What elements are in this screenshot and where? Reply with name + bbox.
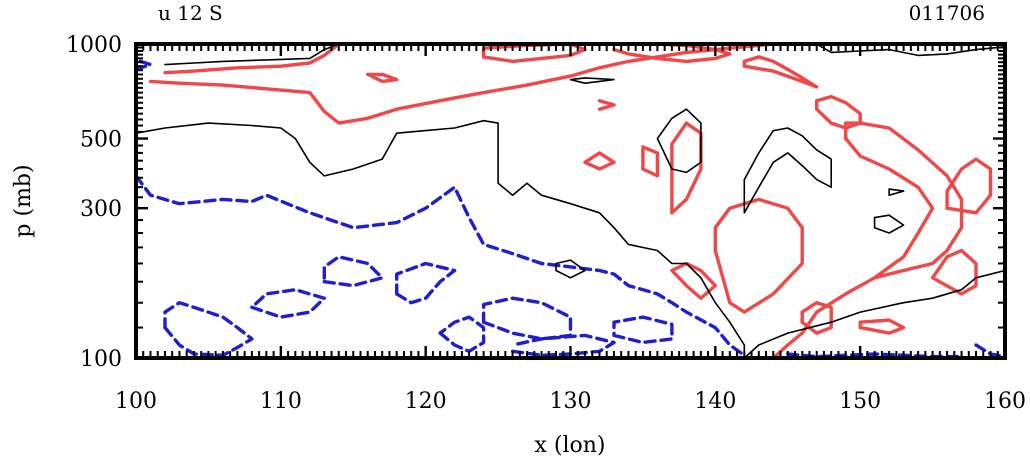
y-axis-label: p (mb) xyxy=(11,164,36,237)
contour-line-0-2 xyxy=(250,288,326,319)
contour-line-1-14 xyxy=(930,248,978,296)
title-right: 011706 xyxy=(909,1,985,25)
contour-line-1-12 xyxy=(800,301,833,335)
contour-line-0-1 xyxy=(163,301,254,357)
x-tick-label: 140 xyxy=(694,389,736,414)
y-tick-labels: 100 300 500 1000 xyxy=(66,33,122,372)
contour-line-1-2 xyxy=(366,72,399,84)
contour-line-2-1 xyxy=(743,269,1006,359)
x-tick-label: 110 xyxy=(260,389,302,414)
contour-line-2-7 xyxy=(888,188,905,196)
y-tick-label: 100 xyxy=(80,347,122,372)
contour-line-1-7 xyxy=(670,261,717,300)
contour-line-1-6 xyxy=(713,197,804,314)
x-tick-label: 100 xyxy=(115,389,157,414)
contour-line-1-16 xyxy=(815,94,862,130)
x-tick-label: 160 xyxy=(984,389,1026,414)
contour-line-2-5 xyxy=(656,108,702,174)
contour-line-1-4 xyxy=(612,42,732,64)
title-left: u 12 S xyxy=(158,1,223,25)
y-tick-label: 500 xyxy=(80,128,122,153)
contour-line-0-8 xyxy=(612,315,674,345)
contour-line-0-3 xyxy=(322,255,384,288)
contour-line-0-0 xyxy=(134,174,746,357)
x-tick-label: 130 xyxy=(550,389,592,414)
plot-frame xyxy=(134,42,1007,360)
contour-line-1-10 xyxy=(583,151,616,171)
x-tick-label: 120 xyxy=(405,389,447,414)
contour-line-0-7 xyxy=(510,333,616,357)
contour-line-1-5 xyxy=(742,55,819,89)
contour-line-2-8 xyxy=(569,77,615,84)
x-tick-label: 150 xyxy=(839,389,881,414)
x-axis-label: x (lon) xyxy=(534,433,605,458)
contour-lines xyxy=(134,42,1007,360)
y-tick-label: 1000 xyxy=(66,33,122,58)
contour-line-0-5 xyxy=(438,315,486,353)
contour-line-2-4 xyxy=(743,127,832,214)
contour-line-2-9 xyxy=(815,43,1006,57)
contour-line-1-9 xyxy=(641,145,660,178)
contour-line-1-17 xyxy=(597,99,616,111)
contour-line-1-11 xyxy=(771,121,964,360)
contour-line-1-8 xyxy=(670,121,703,215)
contour-line-2-3 xyxy=(555,259,586,279)
contour-line-0-4 xyxy=(395,261,457,305)
y-tick-label: 300 xyxy=(80,197,122,222)
contour-line-0-6 xyxy=(481,296,573,341)
contour-line-1-15 xyxy=(945,157,993,215)
contour-line-1-0 xyxy=(148,42,775,125)
contour-line-2-6 xyxy=(873,214,905,234)
contour-line-1-1 xyxy=(163,42,341,75)
contour-line-2-0 xyxy=(135,119,746,359)
contour-line-1-13 xyxy=(858,318,906,335)
x-tick-labels: 100 110 120 130 140 150 160 xyxy=(115,389,1026,414)
